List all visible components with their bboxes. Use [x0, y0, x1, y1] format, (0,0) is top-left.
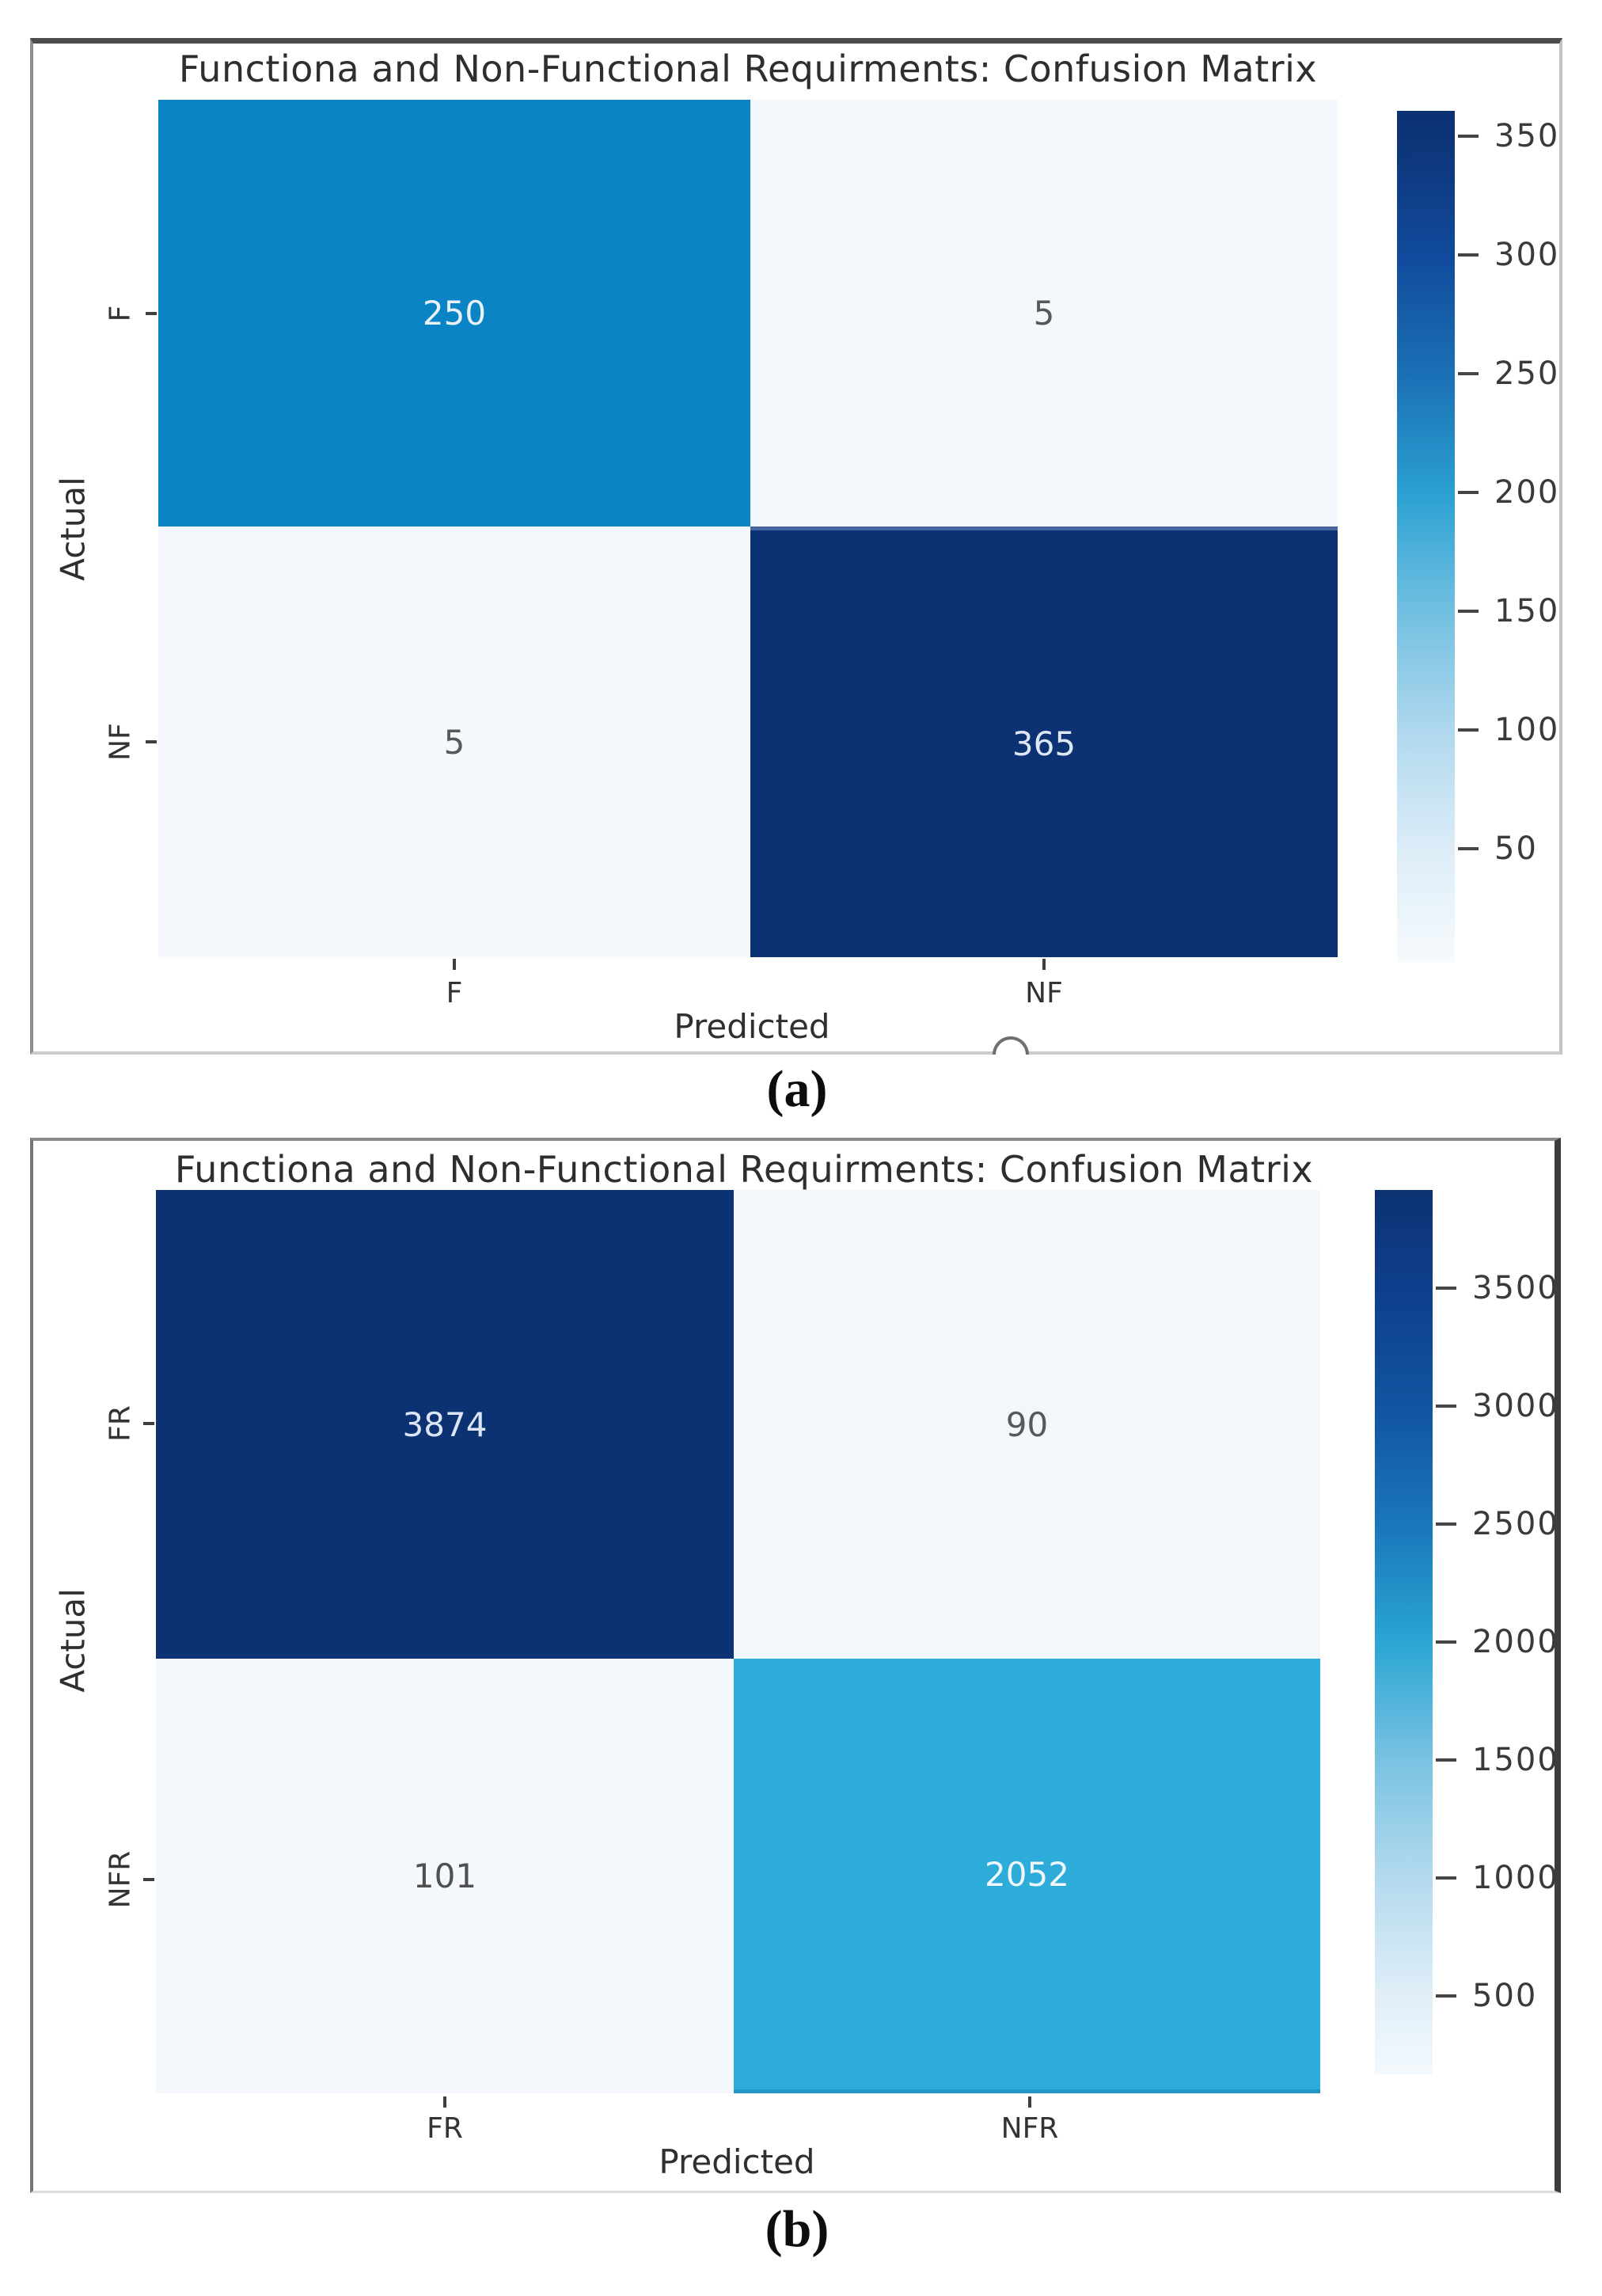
colorbar-tick-label: 500	[1472, 1978, 1538, 2014]
panel-a-title: Functiona and Non-Functional Requirments…	[178, 48, 1318, 90]
x-tick-label: NF	[1025, 977, 1063, 1009]
colorbar-tick-label: 250	[1494, 355, 1560, 392]
colorbar-tick-label: 2500	[1472, 1506, 1559, 1542]
y-tick-label: NFR	[104, 1850, 137, 1909]
matrix-cell: 5	[750, 100, 1338, 526]
colorbar-tick-mark	[1436, 1640, 1456, 1644]
x-tick-mark	[453, 959, 456, 970]
y-tick-mark	[143, 1422, 154, 1425]
x-tick-label: NFR	[1000, 2112, 1059, 2145]
colorbar-tick-label: 3000	[1472, 1388, 1559, 1424]
colorbar-tick-label: 50	[1494, 831, 1538, 867]
colorbar-tick-label: 200	[1494, 474, 1560, 511]
colorbar-tick-mark	[1436, 1758, 1456, 1762]
colorbar-tick-mark	[1458, 372, 1479, 375]
panel-b-title: Functiona and Non-Functional Requirments…	[174, 1148, 1314, 1191]
y-tick-mark	[143, 1878, 154, 1881]
colorbar-tick-mark	[1458, 728, 1479, 732]
x-axis-label: Predicted	[659, 2142, 815, 2181]
y-tick-mark	[146, 740, 157, 743]
panel-a-caption: (a)	[766, 1060, 828, 1118]
colorbar-tick-mark	[1458, 253, 1479, 257]
colorbar-tick-mark	[1458, 847, 1479, 850]
colorbar	[1375, 1190, 1433, 2074]
colorbar-tick-label: 1500	[1472, 1742, 1559, 1778]
colorbar-tick-label: 3500	[1472, 1270, 1559, 1306]
colorbar-tick-mark	[1436, 1405, 1456, 1408]
colorbar-tick-mark	[1458, 135, 1479, 138]
x-tick-mark	[443, 2096, 446, 2108]
y-tick-label: F	[104, 305, 137, 322]
colorbar-tick-mark	[1436, 1522, 1456, 1526]
colorbar-tick-mark	[1436, 1287, 1456, 1290]
x-tick-label: FR	[427, 2112, 463, 2145]
colorbar-tick-label: 2000	[1472, 1624, 1559, 1660]
matrix-cell: 3874	[156, 1190, 734, 1659]
y-axis-label: Actual	[53, 477, 93, 581]
colorbar-tick-mark	[1458, 610, 1479, 613]
y-tick-mark	[146, 312, 157, 315]
colorbar	[1397, 111, 1455, 962]
matrix-cell: 90	[734, 1190, 1320, 1659]
y-tick-label: FR	[104, 1405, 137, 1442]
matrix-cell: 365	[750, 526, 1338, 957]
matrix-cell: 5	[158, 526, 750, 957]
matrix-cell: 250	[158, 100, 750, 526]
x-tick-mark	[1042, 959, 1046, 970]
colorbar-tick-label: 100	[1494, 712, 1560, 748]
colorbar-tick-mark	[1436, 1876, 1456, 1880]
colorbar-tick-mark	[1458, 491, 1479, 494]
y-tick-label: NF	[104, 723, 137, 761]
x-axis-label: Predicted	[674, 1007, 830, 1046]
colorbar-tick-mark	[1436, 1994, 1456, 1998]
colorbar-tick-label: 1000	[1472, 1860, 1559, 1896]
y-axis-label: Actual	[53, 1588, 93, 1693]
x-tick-mark	[1028, 2096, 1031, 2108]
colorbar-tick-label: 150	[1494, 593, 1560, 629]
colorbar-tick-label: 350	[1494, 118, 1560, 154]
matrix-cell: 2052	[734, 1659, 1320, 2093]
matrix-cell: 101	[156, 1659, 734, 2093]
colorbar-tick-label: 300	[1494, 237, 1560, 273]
panel-b-caption: (b)	[765, 2200, 829, 2258]
x-tick-label: F	[446, 977, 463, 1009]
